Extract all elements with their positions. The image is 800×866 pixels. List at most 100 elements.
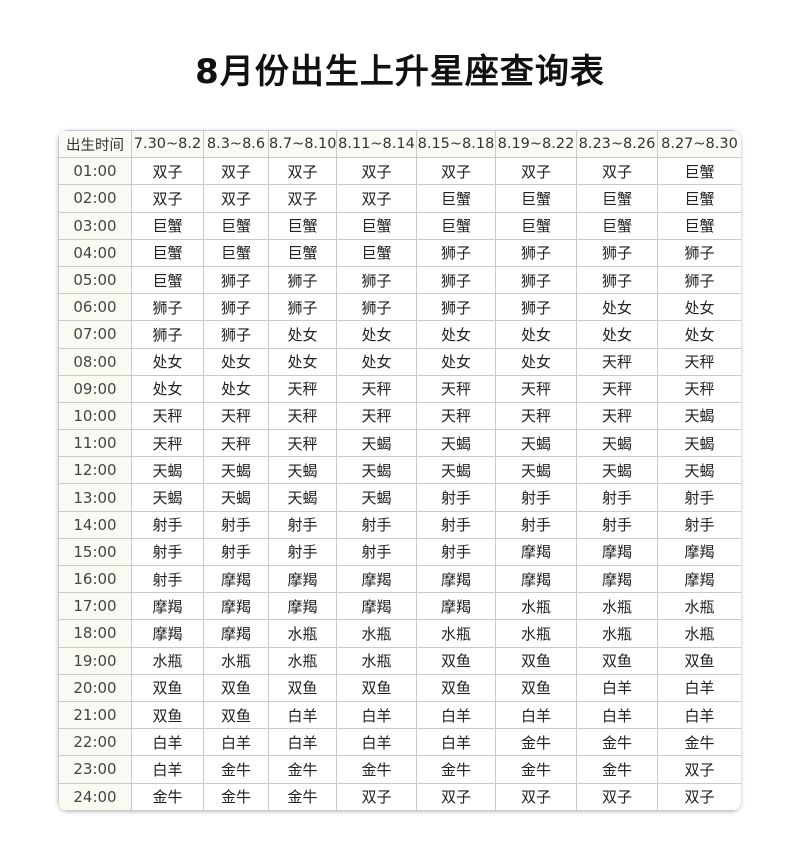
sign-cell: 处女 xyxy=(495,320,577,349)
time-cell: 12:00 xyxy=(58,456,132,485)
sign-cell: 双鱼 xyxy=(416,646,496,675)
time-cell: 06:00 xyxy=(58,293,132,322)
sign-cell: 天蝎 xyxy=(336,456,417,485)
time-cell: 05:00 xyxy=(58,265,132,295)
sign-cell: 双子 xyxy=(576,782,658,811)
header-birth-time: 出生时间 xyxy=(58,130,132,159)
time-cell: 15:00 xyxy=(58,537,132,567)
sign-cell: 射手 xyxy=(268,537,337,567)
sign-cell: 摩羯 xyxy=(576,564,658,594)
header-date-range: 8.27~8.30 xyxy=(657,130,741,159)
sign-cell: 巨蟹 xyxy=(416,184,496,213)
sign-cell: 金牛 xyxy=(268,782,337,811)
sign-cell: 天蝎 xyxy=(495,429,577,458)
sign-cell: 摩羯 xyxy=(336,564,417,594)
sign-cell: 白羊 xyxy=(416,700,496,730)
table-row: 16:00 射手 摩羯 摩羯 摩羯 摩羯 摩羯 摩羯 摩羯 xyxy=(58,564,741,594)
sign-cell: 白羊 xyxy=(131,755,204,784)
table-row: 13:00 天蝎 天蝎 天蝎 天蝎 射手 射手 射手 射手 xyxy=(58,483,741,512)
sign-cell: 白羊 xyxy=(576,700,658,730)
sign-cell: 双鱼 xyxy=(336,673,417,702)
sign-cell: 双鱼 xyxy=(131,673,204,702)
sign-cell: 天秤 xyxy=(268,429,337,458)
sign-cell: 双子 xyxy=(657,782,741,811)
rising-sign-table: 出生时间 7.30~8.2 8.3~8.6 8.7~8.10 8.11~8.14 8.15… xyxy=(58,130,741,811)
sign-cell: 白羊 xyxy=(657,700,741,730)
sign-cell: 摩羯 xyxy=(203,619,269,648)
sign-cell: 金牛 xyxy=(203,755,269,784)
sign-cell: 双子 xyxy=(336,782,417,811)
time-cell: 24:00 xyxy=(58,782,132,811)
sign-cell: 射手 xyxy=(495,510,577,539)
sign-cell: 天蝎 xyxy=(203,456,269,485)
time-cell: 10:00 xyxy=(58,401,132,431)
sign-cell: 巨蟹 xyxy=(576,211,658,240)
table-row: 03:00 巨蟹 巨蟹 巨蟹 巨蟹 巨蟹 巨蟹 巨蟹 巨蟹 xyxy=(58,211,741,240)
sign-cell: 摩羯 xyxy=(416,564,496,594)
sign-cell: 摩羯 xyxy=(203,592,269,621)
sign-cell: 天蝎 xyxy=(131,483,204,512)
table-row: 12:00 天蝎 天蝎 天蝎 天蝎 天蝎 天蝎 天蝎 天蝎 xyxy=(58,456,741,485)
table-row: 24:00 金牛 金牛 金牛 双子 双子 双子 双子 双子 xyxy=(58,782,741,811)
sign-cell: 天秤 xyxy=(203,401,269,431)
table-row: 15:00 射手 射手 射手 射手 射手 摩羯 摩羯 摩羯 xyxy=(58,537,741,567)
time-cell: 18:00 xyxy=(58,619,132,648)
time-cell: 08:00 xyxy=(58,347,132,376)
table-row: 23:00 白羊 金牛 金牛 金牛 金牛 金牛 金牛 双子 xyxy=(58,755,741,784)
sign-cell: 天秤 xyxy=(416,374,496,403)
sign-cell: 水瓶 xyxy=(268,619,337,648)
sign-cell: 金牛 xyxy=(131,782,204,811)
sign-cell: 天蝎 xyxy=(131,456,204,485)
sign-cell: 摩羯 xyxy=(657,564,741,594)
table-row: 14:00 射手 射手 射手 射手 射手 射手 射手 射手 xyxy=(58,510,741,539)
sign-cell: 水瓶 xyxy=(268,646,337,675)
sign-cell: 处女 xyxy=(203,347,269,376)
sign-cell: 金牛 xyxy=(268,755,337,784)
table-row: 11:00 天秤 天秤 天秤 天蝎 天蝎 天蝎 天蝎 天蝎 xyxy=(58,429,741,458)
time-cell: 22:00 xyxy=(58,728,132,757)
sign-cell: 双子 xyxy=(576,157,658,186)
header-row: 出生时间 7.30~8.2 8.3~8.6 8.7~8.10 8.11~8.14 8.15… xyxy=(58,130,741,159)
sign-cell: 天秤 xyxy=(657,347,741,376)
sign-cell: 狮子 xyxy=(268,265,337,295)
sign-cell: 天蝎 xyxy=(416,456,496,485)
header-date-range: 8.11~8.14 xyxy=(336,130,417,159)
sign-cell: 狮子 xyxy=(657,265,741,295)
sign-cell: 双子 xyxy=(416,157,496,186)
sign-cell: 白羊 xyxy=(495,700,577,730)
sign-cell: 天秤 xyxy=(576,374,658,403)
sign-cell: 处女 xyxy=(131,347,204,376)
sign-cell: 狮子 xyxy=(203,265,269,295)
sign-cell: 白羊 xyxy=(657,673,741,702)
sign-cell: 双鱼 xyxy=(657,646,741,675)
sign-cell: 双鱼 xyxy=(495,673,577,702)
sign-cell: 双子 xyxy=(416,782,496,811)
sign-cell: 双鱼 xyxy=(576,646,658,675)
table-row: 05:00 巨蟹 狮子 狮子 狮子 狮子 狮子 狮子 狮子 xyxy=(58,265,741,295)
table-row: 07:00 狮子 狮子 处女 处女 处女 处女 处女 处女 xyxy=(58,320,741,349)
sign-cell: 水瓶 xyxy=(416,619,496,648)
sign-cell: 射手 xyxy=(131,510,204,539)
table-row: 04:00 巨蟹 巨蟹 巨蟹 巨蟹 狮子 狮子 狮子 狮子 xyxy=(58,238,741,267)
sign-cell: 金牛 xyxy=(416,755,496,784)
sign-cell: 射手 xyxy=(576,483,658,512)
sign-cell: 天秤 xyxy=(268,401,337,431)
sign-cell: 巨蟹 xyxy=(131,211,204,240)
sign-cell: 双鱼 xyxy=(131,700,204,730)
time-cell: 04:00 xyxy=(58,238,132,267)
sign-cell: 狮子 xyxy=(203,320,269,349)
time-cell: 14:00 xyxy=(58,510,132,539)
sign-cell: 白羊 xyxy=(268,728,337,757)
sign-cell: 天蝎 xyxy=(268,483,337,512)
sign-cell: 水瓶 xyxy=(657,619,741,648)
sign-cell: 摩羯 xyxy=(268,564,337,594)
sign-cell: 天蝎 xyxy=(657,456,741,485)
sign-cell: 双子 xyxy=(203,184,269,213)
sign-cell: 双子 xyxy=(131,157,204,186)
sign-cell: 巨蟹 xyxy=(268,211,337,240)
sign-cell: 狮子 xyxy=(336,265,417,295)
time-cell: 19:00 xyxy=(58,646,132,675)
sign-cell: 金牛 xyxy=(203,782,269,811)
sign-cell: 摩羯 xyxy=(495,537,577,567)
sign-cell: 白羊 xyxy=(336,728,417,757)
